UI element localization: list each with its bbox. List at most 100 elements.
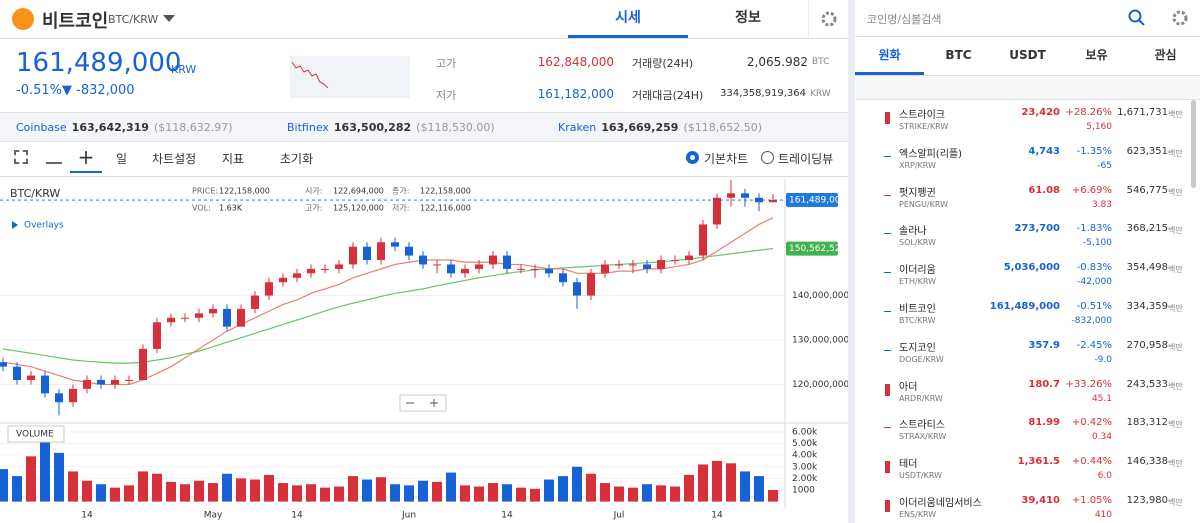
- trend-icon: [884, 272, 891, 274]
- market-tab[interactable]: 관심: [1154, 48, 1177, 62]
- moving-average: [2, 248, 774, 364]
- divider: [855, 75, 1200, 76]
- fullscreen-icon[interactable]: [14, 150, 28, 164]
- candle-body: [475, 264, 483, 269]
- candle-body: [153, 322, 161, 349]
- coin-name: 도지코인: [899, 342, 936, 354]
- x-tick-label: Jul: [613, 511, 625, 521]
- coin-price: 61.08: [1028, 184, 1060, 196]
- tab[interactable]: 시세: [568, 0, 688, 38]
- vol-label: 거래량(24H): [632, 57, 694, 70]
- volume-bar: [278, 483, 288, 502]
- crosshair-icon[interactable]: +: [70, 145, 102, 173]
- info-value: 1.63K: [219, 204, 243, 213]
- candle-body: [377, 242, 385, 260]
- trend-icon: [885, 500, 890, 512]
- coin-code: XRP/KRW: [899, 160, 936, 170]
- trend-icon: [884, 427, 891, 429]
- coin-code: SOL/KRW: [899, 238, 936, 248]
- volume-bar: [166, 481, 176, 502]
- coin-amount: 546,775: [1126, 184, 1168, 196]
- settings-button[interactable]: [808, 0, 848, 38]
- volume-bar: [572, 466, 582, 502]
- tradingview[interactable]: 트레이딩뷰: [778, 152, 834, 166]
- candle-body: [97, 380, 105, 385]
- coin-pct: -1.35%: [1076, 145, 1112, 157]
- coin-price: 161,489,000: [989, 301, 1060, 312]
- volume-bar: [348, 476, 358, 502]
- v-tick-label: 2.00k: [792, 474, 818, 484]
- info-value: 122,158,000: [420, 187, 471, 196]
- moving-average: [2, 217, 774, 386]
- period[interactable]: 일: [116, 152, 128, 166]
- volume-bar: [292, 485, 302, 502]
- radio-off[interactable]: [761, 151, 774, 164]
- tab[interactable]: 정보: [735, 10, 761, 26]
- search-icon[interactable]: [1127, 8, 1147, 28]
- candle-body: [447, 264, 455, 274]
- coin-unit: 백만: [1168, 381, 1183, 391]
- market-tab[interactable]: 보유: [1085, 48, 1108, 62]
- x-tick-label: Jun: [401, 511, 416, 521]
- volume-bar: [628, 487, 638, 502]
- coin-amount: 368,215: [1126, 223, 1168, 235]
- volume-bar: [0, 469, 8, 502]
- coin-pct: -0.83%: [1076, 262, 1112, 274]
- coin-amount: 243,533: [1126, 378, 1168, 390]
- market-tab[interactable]: USDT: [1009, 48, 1046, 62]
- coin-name: 이더리움네임서비스: [899, 498, 982, 509]
- dropdown[interactable]: [163, 15, 175, 28]
- coin-change: 6.0: [1097, 471, 1112, 482]
- coin-name: 비트코인: [42, 11, 109, 32]
- reset[interactable]: 초기화: [280, 152, 314, 166]
- coin-name: 엑스알피(리플): [899, 148, 963, 160]
- candle-body: [713, 197, 721, 225]
- candle-body: [279, 277, 287, 283]
- coin-unit: 백만: [1168, 498, 1183, 507]
- trend-icon: [885, 461, 890, 474]
- volume-bar: [698, 464, 708, 502]
- divider: [0, 176, 848, 177]
- info-key: VOL:: [192, 204, 211, 213]
- coin-pct: -2.45%: [1076, 339, 1112, 351]
- coin-unit: 백만: [1168, 459, 1183, 469]
- draw-icon[interactable]: [46, 150, 62, 164]
- coin-code: STRIKE/KRW: [899, 122, 949, 131]
- coin-code: BTC/KRW: [899, 316, 936, 325]
- market-tab[interactable]: 원화: [855, 37, 924, 75]
- volume-bar: [250, 479, 260, 502]
- volume-bar: [600, 483, 610, 502]
- volume-bar: [264, 474, 274, 502]
- volume-bar: [488, 483, 498, 502]
- coin-amount: 270,958: [1126, 339, 1168, 351]
- radio-on[interactable]: [686, 151, 699, 164]
- coin-amount: 146,338: [1126, 456, 1168, 468]
- chart-settings[interactable]: 차트설정: [152, 152, 197, 166]
- market-tab[interactable]: BTC: [945, 48, 972, 62]
- candle-body: [601, 264, 609, 274]
- basic-chart[interactable]: 기본차트: [704, 152, 749, 166]
- coin-change: 45.1: [1091, 393, 1112, 404]
- amt: 334,358,919,364: [720, 88, 806, 99]
- indicators[interactable]: 지표: [222, 152, 245, 166]
- volume-bar: [124, 485, 134, 502]
- coin-change: -9.0: [1094, 354, 1112, 365]
- search-input[interactable]: 코인명/심볼검색: [867, 13, 942, 26]
- volume-bar: [334, 486, 344, 502]
- candle-body: [615, 264, 623, 266]
- volume-bar: [320, 487, 330, 502]
- overlays: Overlays: [24, 221, 64, 231]
- amt-unit: KRW: [810, 89, 831, 99]
- v-tick-label: 6.00k: [792, 427, 818, 437]
- coin-unit: 백만: [1168, 148, 1183, 158]
- trend-icon: [885, 112, 890, 124]
- candle-body: [181, 317, 189, 319]
- coin-price: 5,036,000: [1003, 262, 1060, 274]
- y-tick-label: 130,000,000: [792, 336, 848, 346]
- volume-bar: [362, 479, 372, 502]
- volume-bar: [768, 489, 778, 502]
- volume-bar: [194, 480, 204, 502]
- coin-change: 0.34: [1091, 432, 1112, 443]
- settings-icon[interactable]: [1160, 0, 1200, 36]
